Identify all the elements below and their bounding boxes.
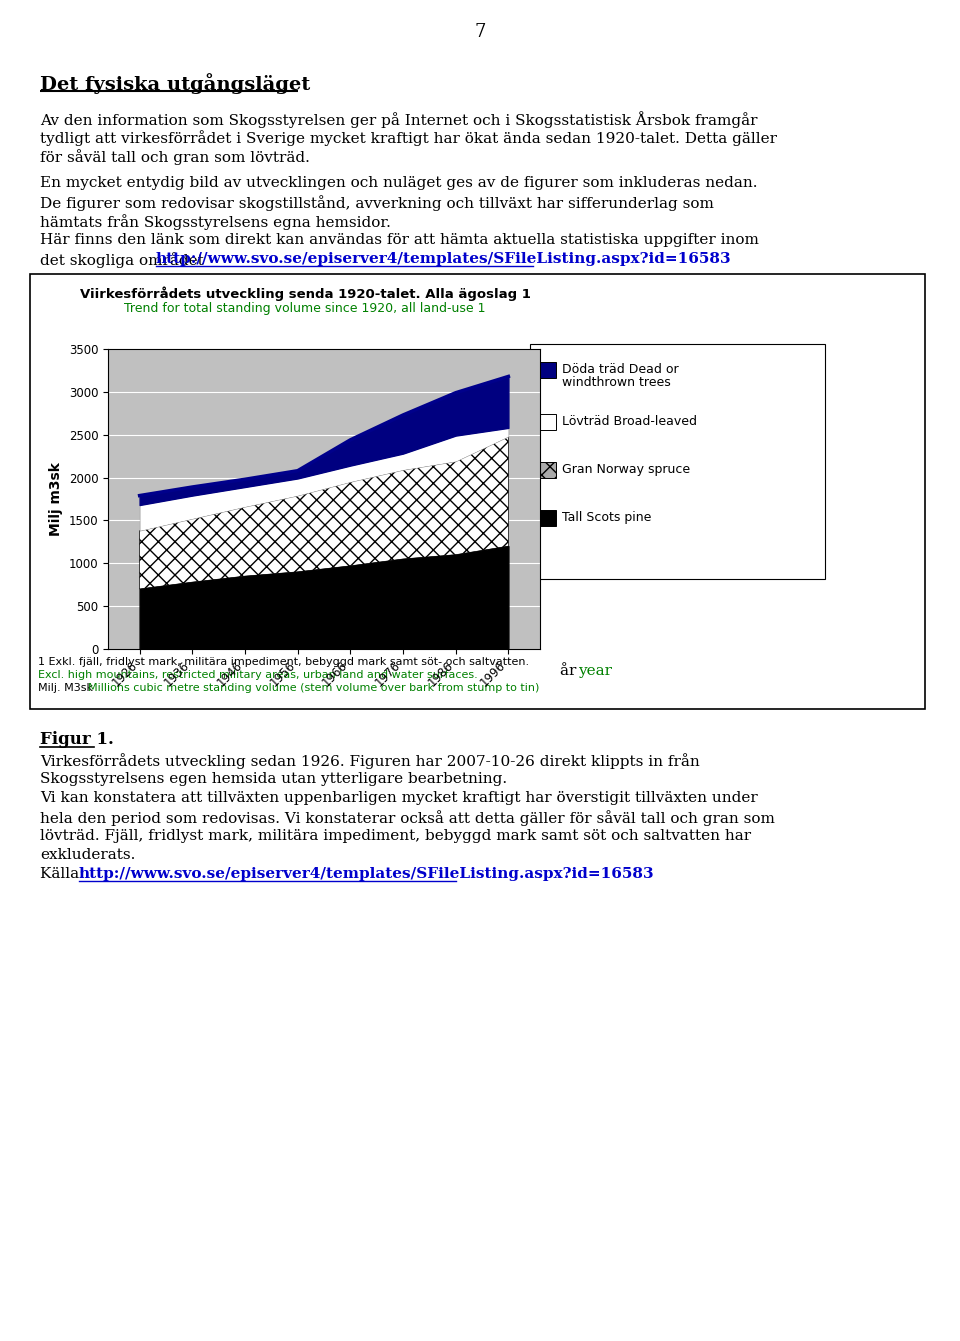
Text: year: year	[578, 664, 612, 679]
Text: Viirkesförrådets utveckling senda 1920-talet. Alla ägoslag 1: Viirkesförrådets utveckling senda 1920-t…	[80, 286, 531, 300]
Text: 1 Exkl. fjäll, fridlyst mark, militära impediment, bebyggd mark samt söt- och sa: 1 Exkl. fjäll, fridlyst mark, militära i…	[38, 657, 529, 666]
Text: De figurer som redovisar skogstillstånd, avverkning och tillväxt har sifferunder: De figurer som redovisar skogstillstånd,…	[40, 194, 714, 211]
Text: Millions cubic metre standing volume (stem volume over bark from stump to tin): Millions cubic metre standing volume (st…	[87, 683, 539, 693]
Text: Källa:: Källa:	[40, 868, 89, 881]
Text: http://www.svo.se/episerver4/templates/SFileListing.aspx?id=16583: http://www.svo.se/episerver4/templates/S…	[156, 252, 732, 266]
Bar	[530, 345, 825, 579]
Bar	[540, 414, 556, 430]
Text: år: år	[560, 664, 581, 679]
Text: Gran Norway spruce: Gran Norway spruce	[562, 463, 690, 476]
Text: lövträd. Fjäll, fridlyst mark, militära impediment, bebyggd mark samt söt och sa: lövträd. Fjäll, fridlyst mark, militära …	[40, 829, 751, 843]
Text: Skogsstyrelsens egen hemsida utan ytterligare bearbetning.: Skogsstyrelsens egen hemsida utan ytterl…	[40, 772, 507, 786]
Text: Av den information som Skogsstyrelsen ger på Internet och i Skogsstatistisk Årsb: Av den information som Skogsstyrelsen ge…	[40, 111, 757, 127]
Text: Virkesförrådets utveckling sedan 1926. Figuren har 2007-10-26 direkt klippts in : Virkesförrådets utveckling sedan 1926. F…	[40, 754, 700, 768]
Text: Döda träd Dead or: Döda träd Dead or	[562, 363, 679, 375]
Text: Vi kan konstatera att tillväxten uppenbarligen mycket kraftigt har överstigit ti: Vi kan konstatera att tillväxten uppenba…	[40, 791, 757, 805]
Text: Excl. high mountains, restricted military areas, urban land and water surfaces.: Excl. high mountains, restricted militar…	[38, 670, 478, 680]
Text: hela den period som redovisas. Vi konstaterar också att detta gäller för såväl t: hela den period som redovisas. Vi konsta…	[40, 810, 775, 826]
Text: windthrown trees: windthrown trees	[562, 375, 671, 389]
Text: http://www.svo.se/episerver4/templates/SFileListing.aspx?id=16583: http://www.svo.se/episerver4/templates/S…	[79, 868, 654, 881]
Text: det skogliga området: det skogliga området	[40, 252, 208, 268]
Text: Lövträd Broad-leaved: Lövträd Broad-leaved	[562, 414, 697, 428]
Bar	[540, 362, 556, 378]
Text: Milj. M3sk: Milj. M3sk	[38, 683, 97, 693]
Text: Här finns den länk som direkt kan användas för att hämta aktuella statistiska up: Här finns den länk som direkt kan använd…	[40, 233, 758, 247]
Text: hämtats från Skogsstyrelsens egna hemsidor.: hämtats från Skogsstyrelsens egna hemsid…	[40, 215, 391, 229]
Text: för såväl tall och gran som lövträd.: för såväl tall och gran som lövträd.	[40, 149, 310, 165]
Text: 7: 7	[474, 23, 486, 42]
Y-axis label: Milj m3sk: Milj m3sk	[49, 463, 63, 536]
Text: tydligt att virkesförrådet i Sverige mycket kraftigt har ökat ända sedan 1920-ta: tydligt att virkesförrådet i Sverige myc…	[40, 130, 777, 146]
Text: Trend for total standing volume since 1920, all land-use 1: Trend for total standing volume since 19…	[124, 302, 486, 315]
Text: Figur 1.: Figur 1.	[40, 731, 114, 748]
Bar	[30, 274, 925, 709]
Bar	[540, 510, 556, 526]
Text: exkluderats.: exkluderats.	[40, 848, 135, 862]
Bar	[540, 463, 556, 477]
Text: Tall Scots pine: Tall Scots pine	[562, 511, 652, 524]
Text: En mycket entydig bild av utvecklingen och nuläget ges av de figurer som inklude: En mycket entydig bild av utvecklingen o…	[40, 176, 757, 190]
Text: Det fysiska utgångsläget: Det fysiska utgångsläget	[40, 72, 310, 94]
